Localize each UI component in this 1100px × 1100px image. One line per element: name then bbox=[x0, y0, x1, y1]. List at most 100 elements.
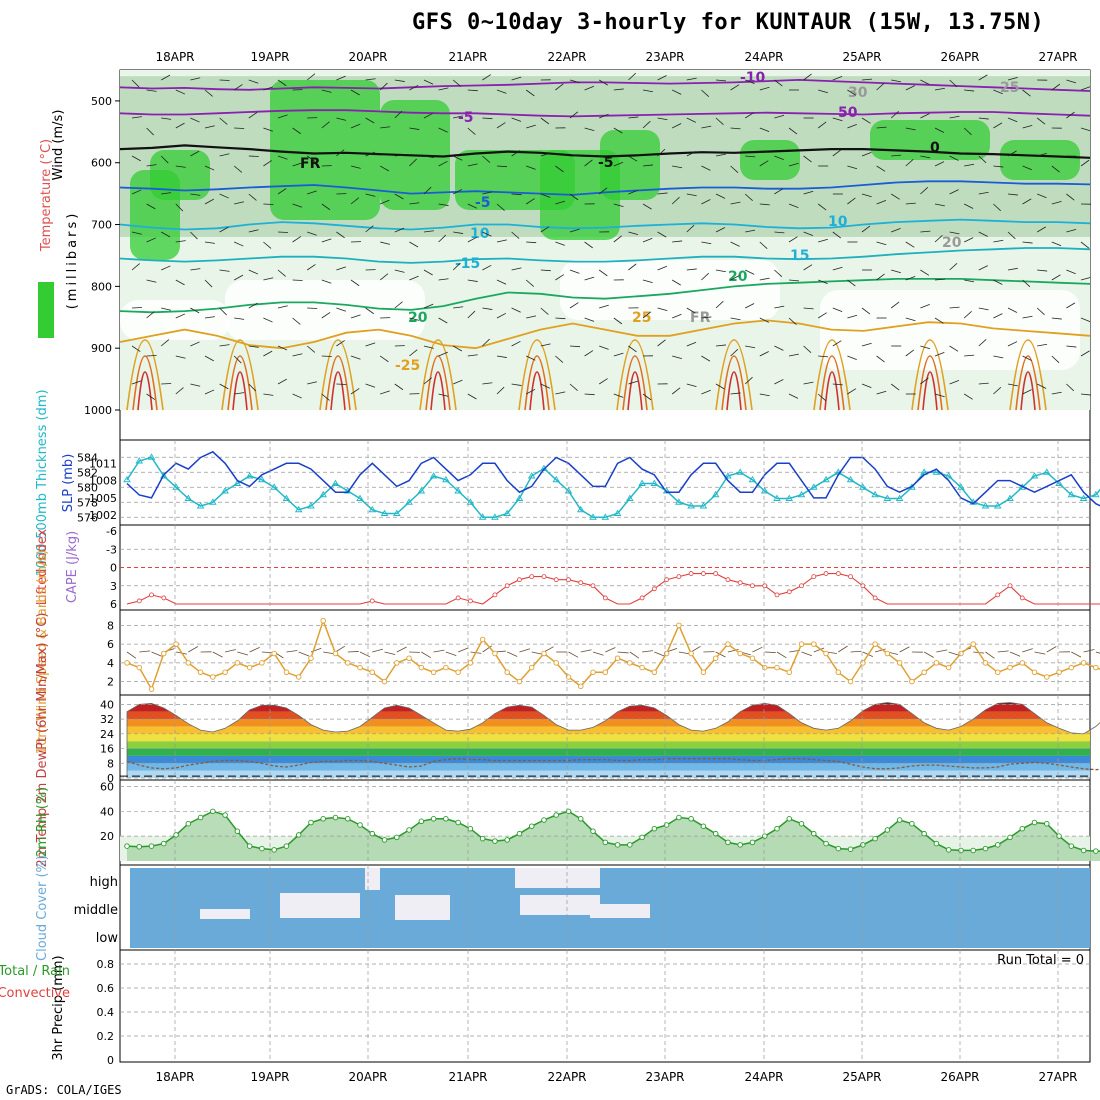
wind-barb bbox=[613, 88, 624, 91]
wind-barb bbox=[452, 79, 462, 87]
wind-barb bbox=[321, 203, 331, 211]
surface-temp-contour bbox=[524, 355, 550, 411]
wind-speed-series-point bbox=[651, 669, 658, 676]
thickness-series-point bbox=[773, 494, 781, 501]
surface-temp-contour bbox=[824, 371, 840, 411]
y-tick-label-right: 1002 bbox=[89, 509, 117, 522]
wind-barb bbox=[540, 307, 549, 315]
lifted-index-point bbox=[664, 577, 670, 583]
axis-label-wind-10m: 10m Wind Speed & Barbs (m/s) bbox=[35, 550, 50, 755]
wind-barb bbox=[496, 122, 506, 129]
wind-barb bbox=[949, 345, 959, 352]
y-tick-label: 40 bbox=[100, 698, 114, 711]
wind-barb bbox=[511, 383, 522, 386]
wind-barb bbox=[526, 241, 537, 244]
wind-speed-series-point bbox=[872, 641, 878, 647]
wind-barb bbox=[832, 307, 843, 312]
wind-barb bbox=[146, 355, 157, 357]
wind-barb bbox=[569, 302, 579, 309]
rh-2m-series-point bbox=[847, 846, 854, 852]
wind-barb bbox=[613, 203, 624, 207]
rh-2m-series-point bbox=[528, 823, 535, 829]
wind-barb bbox=[175, 240, 186, 243]
wind-barb bbox=[453, 115, 464, 119]
rh-2m-series-point bbox=[516, 830, 523, 837]
thickness-series-point bbox=[736, 468, 744, 475]
contour-label: 0 bbox=[930, 140, 940, 156]
wind-barb bbox=[555, 317, 566, 320]
wind-barb bbox=[788, 279, 799, 282]
wind-speed-series-point bbox=[847, 678, 854, 685]
wind-speed-series-point bbox=[430, 669, 437, 676]
thickness-series-point bbox=[221, 487, 229, 494]
thickness-series-point bbox=[576, 505, 585, 513]
wind-barb bbox=[482, 231, 492, 237]
date-label-bottom: 27APR bbox=[1038, 1070, 1077, 1084]
wind-speed-series-point bbox=[700, 669, 707, 676]
wind-barb-10m bbox=[482, 645, 492, 653]
wind-barb bbox=[204, 279, 213, 288]
wind-barb bbox=[467, 393, 477, 400]
wind-barb-10m bbox=[372, 648, 384, 653]
wind-speed-series-point bbox=[602, 669, 609, 676]
thickness-series-point bbox=[442, 475, 450, 483]
thickness-series-point bbox=[699, 502, 708, 509]
wind-barb-10m bbox=[1034, 651, 1046, 655]
wind-barb bbox=[599, 304, 609, 309]
wind-barb-10m bbox=[1071, 651, 1082, 658]
y-tick-label: 0.4 bbox=[97, 1006, 115, 1019]
wind-barb bbox=[190, 307, 200, 314]
surface-temp-contour bbox=[627, 371, 643, 411]
wind-barb bbox=[628, 155, 638, 162]
wind-barb bbox=[613, 352, 624, 357]
thickness-series-point bbox=[405, 498, 413, 505]
rh-2m-series-point bbox=[1080, 847, 1087, 854]
axis-label-thickness: 1000-500mb Thickness (dm) bbox=[35, 389, 50, 576]
wind-barb bbox=[628, 72, 636, 81]
wind-speed-series-point bbox=[884, 650, 891, 657]
wind-barb bbox=[482, 382, 493, 385]
wind-barb bbox=[569, 383, 578, 391]
wind-barb bbox=[1066, 269, 1076, 275]
wind-speed-series-point bbox=[504, 669, 510, 676]
wind-barb bbox=[642, 89, 653, 93]
wind-barb bbox=[204, 125, 215, 129]
wind-speed-series-point bbox=[1056, 669, 1062, 676]
wind-barb bbox=[671, 279, 681, 286]
wind-barb bbox=[511, 76, 522, 81]
wind-barb bbox=[146, 237, 156, 243]
wind-barb bbox=[204, 389, 215, 395]
wind-barb bbox=[598, 79, 608, 86]
rh-2m-series-point bbox=[970, 847, 976, 854]
wind-barb bbox=[934, 161, 945, 167]
y-tick-label: 900 bbox=[91, 342, 112, 355]
wind-barb bbox=[321, 393, 330, 401]
wind-barb bbox=[1066, 345, 1077, 348]
isotherm-line bbox=[119, 144, 1091, 159]
wind-barb bbox=[321, 89, 332, 93]
rh-2m-series-point bbox=[283, 843, 290, 849]
wind-speed-series-point bbox=[455, 669, 461, 676]
wind-barb bbox=[832, 117, 843, 122]
wind-barb-10m bbox=[421, 651, 431, 659]
wind-barb-10m bbox=[433, 649, 445, 653]
y-tick-label: 6 bbox=[110, 598, 117, 611]
wind-barb bbox=[584, 127, 595, 131]
wind-barb bbox=[161, 307, 172, 311]
wind-barb-10m bbox=[1009, 651, 1021, 657]
rh-2m-series-point bbox=[430, 816, 437, 822]
wind-barb bbox=[774, 379, 784, 385]
wind-barb bbox=[131, 231, 142, 235]
wind-barb bbox=[409, 275, 419, 281]
wind-barb bbox=[160, 339, 170, 347]
rh-2m-series-point bbox=[148, 843, 155, 849]
wind-barb bbox=[190, 150, 200, 157]
wind-barb bbox=[204, 198, 214, 205]
wind-barb bbox=[832, 383, 843, 386]
wind-barb bbox=[847, 165, 858, 170]
wind-speed-series-point bbox=[712, 655, 719, 661]
rh-2m-series-point bbox=[553, 812, 559, 818]
wind-barb bbox=[248, 345, 259, 348]
wind-barb bbox=[131, 189, 142, 195]
wind-barb bbox=[964, 279, 975, 283]
